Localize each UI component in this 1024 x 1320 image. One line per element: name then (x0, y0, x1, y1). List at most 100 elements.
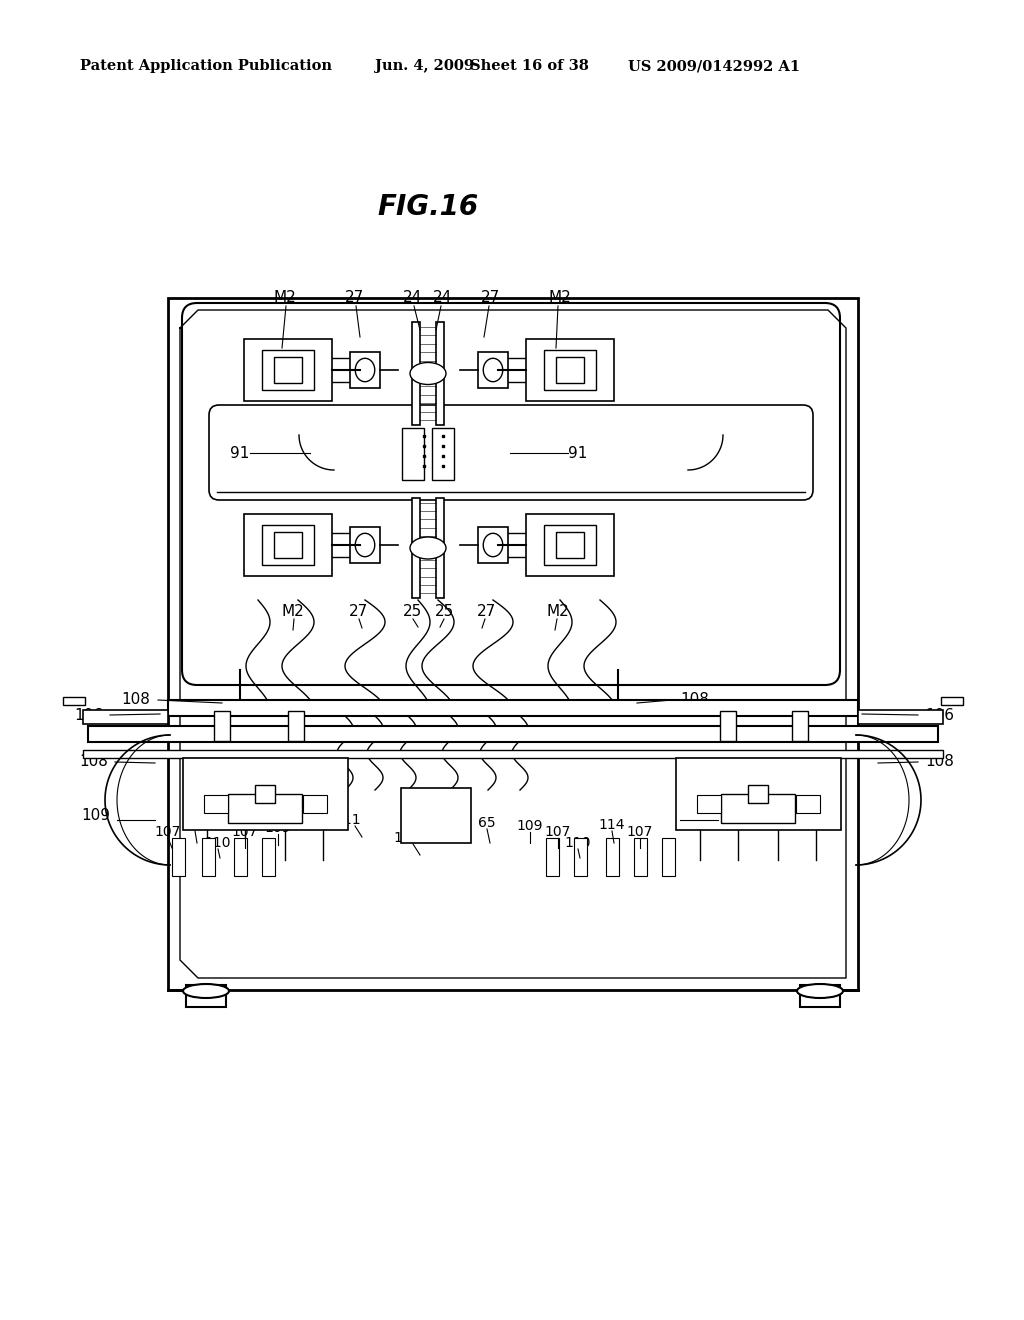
Bar (696, 795, 721, 813)
Bar (244, 513, 332, 576)
Text: 27: 27 (345, 290, 365, 305)
Bar (244, 339, 332, 401)
Text: 107: 107 (155, 825, 181, 840)
Bar (412, 322, 420, 425)
Bar (676, 758, 841, 830)
Bar (546, 838, 558, 876)
Bar (288, 711, 304, 741)
Text: 107: 107 (545, 825, 571, 840)
Bar (350, 527, 380, 564)
Text: 24: 24 (432, 290, 452, 305)
Ellipse shape (183, 983, 229, 998)
Bar (721, 795, 795, 822)
Bar (478, 527, 508, 564)
Bar (544, 350, 596, 389)
Bar (436, 498, 444, 598)
Bar (748, 785, 768, 803)
Bar (478, 352, 508, 388)
Bar (436, 322, 444, 425)
Text: 108: 108 (121, 693, 150, 708)
Text: 108: 108 (680, 693, 709, 708)
Text: 27: 27 (476, 605, 496, 619)
Text: 109: 109 (265, 821, 291, 836)
Ellipse shape (483, 533, 503, 557)
Bar (402, 428, 424, 480)
Bar (350, 352, 380, 388)
Bar (88, 726, 938, 742)
Ellipse shape (355, 533, 375, 557)
Bar (182, 758, 347, 830)
Bar (605, 838, 618, 876)
Text: 114: 114 (181, 818, 208, 832)
Bar (401, 788, 471, 843)
Bar (526, 339, 614, 401)
Bar (262, 350, 314, 389)
Text: Sheet 16 of 38: Sheet 16 of 38 (470, 59, 589, 73)
Bar (432, 428, 454, 480)
Bar (204, 795, 227, 813)
Text: 25: 25 (435, 605, 455, 619)
Bar (186, 985, 226, 1007)
Text: 109: 109 (517, 818, 544, 833)
Text: M2: M2 (547, 605, 569, 619)
Bar (800, 985, 840, 1007)
Bar (63, 697, 85, 705)
Bar (792, 711, 808, 741)
Bar (274, 356, 302, 383)
Bar (573, 838, 587, 876)
Text: 110: 110 (205, 836, 231, 850)
Bar (262, 525, 314, 565)
Text: US 2009/0142992 A1: US 2009/0142992 A1 (628, 59, 800, 73)
Bar (233, 838, 247, 876)
Bar (662, 838, 675, 876)
Text: 114: 114 (599, 818, 626, 832)
Bar (228, 795, 302, 822)
Text: 113: 113 (394, 832, 420, 845)
Ellipse shape (483, 358, 503, 381)
Bar (544, 525, 596, 565)
Text: Patent Application Publication: Patent Application Publication (80, 59, 332, 73)
Text: 24: 24 (403, 290, 423, 305)
Text: M2: M2 (549, 290, 571, 305)
Bar (720, 711, 736, 741)
Text: 27: 27 (480, 290, 500, 305)
Text: Jun. 4, 2009: Jun. 4, 2009 (375, 59, 474, 73)
Text: 110: 110 (565, 836, 591, 850)
Ellipse shape (797, 983, 843, 998)
Bar (261, 838, 274, 876)
Text: 108: 108 (925, 755, 954, 770)
Bar (168, 298, 858, 990)
Bar (83, 710, 168, 723)
Text: M2: M2 (282, 605, 304, 619)
Bar (83, 750, 943, 758)
Bar (556, 356, 584, 383)
Text: 65: 65 (478, 816, 496, 830)
Bar (412, 498, 420, 598)
Bar (526, 513, 614, 576)
Text: 106: 106 (74, 708, 103, 722)
Bar (168, 700, 858, 715)
Text: 106: 106 (925, 708, 954, 722)
Text: 107: 107 (231, 825, 258, 840)
Ellipse shape (355, 358, 375, 381)
Bar (171, 838, 184, 876)
Text: 25: 25 (402, 605, 422, 619)
Text: 111: 111 (335, 813, 361, 828)
Bar (214, 711, 230, 741)
Bar (274, 532, 302, 558)
Text: 107: 107 (627, 825, 653, 840)
Bar (556, 532, 584, 558)
Bar (634, 838, 646, 876)
Text: 108: 108 (79, 755, 108, 770)
Text: 91: 91 (568, 446, 588, 461)
Text: 91: 91 (230, 446, 250, 461)
Bar (302, 795, 327, 813)
Bar (255, 785, 275, 803)
Text: 109: 109 (720, 808, 749, 822)
Text: 109: 109 (81, 808, 110, 822)
Bar (941, 697, 963, 705)
Bar (858, 710, 943, 723)
Text: FIG.16: FIG.16 (378, 193, 478, 220)
Text: 27: 27 (348, 605, 368, 619)
Bar (796, 795, 819, 813)
